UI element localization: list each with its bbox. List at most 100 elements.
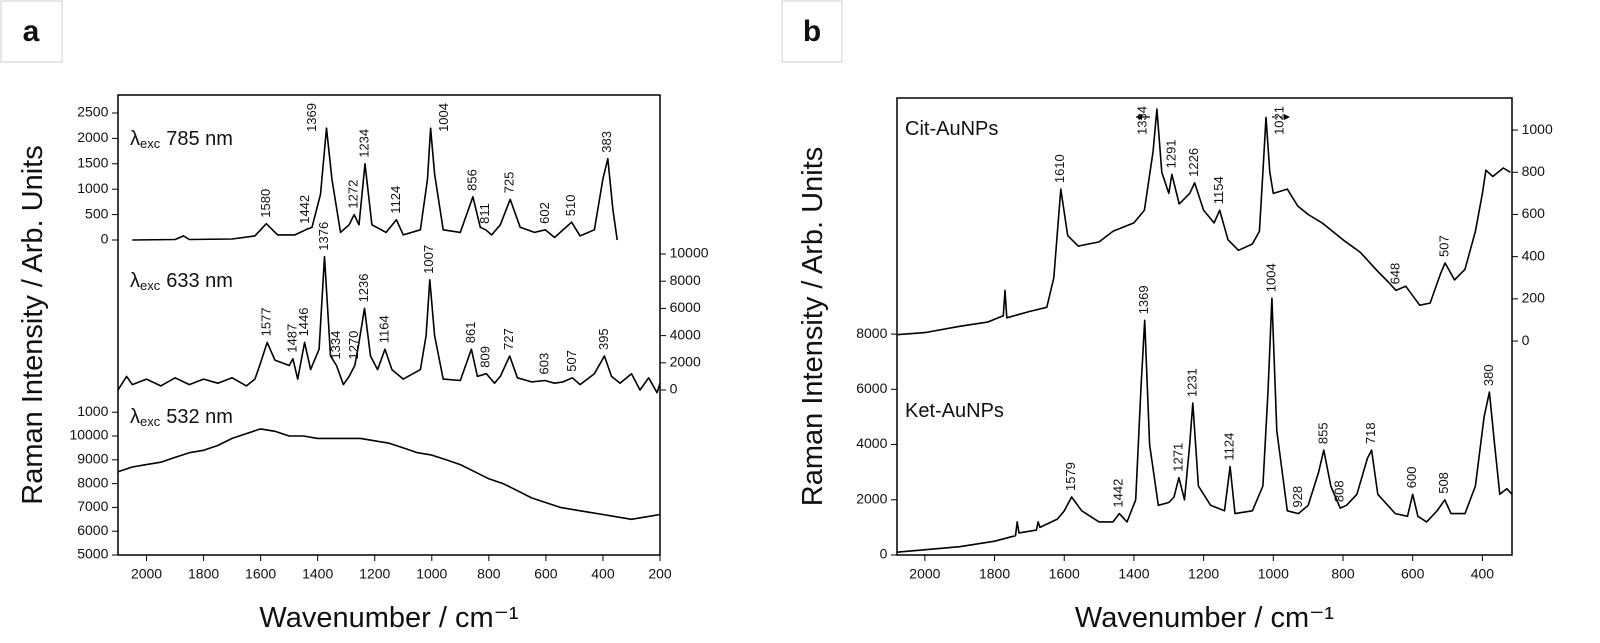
spectrum: [896, 297, 1513, 553]
label-sub: exc: [140, 278, 161, 293]
peak-label: 1236: [356, 273, 371, 302]
peak-label: 507: [1437, 235, 1452, 257]
peak-label: 1124: [388, 186, 403, 214]
panel-label: b: [803, 15, 821, 48]
arrow-head: [1136, 114, 1142, 120]
x-tick-label: 600: [534, 566, 558, 582]
peak-label: 1004: [436, 103, 451, 132]
y-axis-label: Raman Intensity / Arb. Units: [17, 145, 49, 504]
peak-label: 861: [463, 322, 478, 344]
peak-label: 1334: [328, 331, 343, 360]
y-tick-label: 400: [1522, 247, 1546, 263]
series-label: Ket-AuNPs: [905, 400, 1004, 422]
y-tick-label: 1000: [77, 403, 108, 419]
panel-label-box: [0, 0, 63, 63]
y-tick-label: 0: [670, 381, 678, 397]
label-sub: exc: [140, 414, 161, 429]
peak-label: 1442: [1111, 479, 1126, 508]
y-tick-label: 2000: [856, 490, 887, 506]
y-tick-label: 1000: [1522, 121, 1553, 137]
x-tick-label: 1800: [188, 566, 219, 582]
peak-label: 648: [1387, 263, 1402, 285]
x-tick-label: 1400: [302, 566, 333, 582]
peak-label: 1164: [376, 315, 391, 343]
peak-label: 395: [596, 328, 611, 350]
peak-label: 808: [1332, 480, 1347, 502]
y-tick-label: 2000: [670, 354, 701, 370]
peak-label: 380: [1481, 364, 1496, 386]
peak-label: 718: [1363, 422, 1378, 444]
x-tick-label: 1600: [1049, 566, 1080, 582]
x-axis-label: Wavenumber / cm⁻¹: [1075, 602, 1335, 634]
peak-label: 510: [563, 195, 578, 217]
x-tick-label: 600: [1401, 566, 1425, 582]
plot-frame: [896, 97, 1513, 556]
y-tick-label: 4000: [856, 435, 887, 451]
y-tick-label: 5000: [77, 546, 108, 562]
peak-label: 725: [502, 172, 517, 194]
peak-label: 600: [1404, 467, 1419, 489]
x-tick-label: 2000: [909, 566, 940, 582]
peak-label: 1270: [346, 331, 361, 360]
peak-label: 1154: [1211, 176, 1226, 204]
x-tick-label: 800: [477, 566, 501, 582]
y-tick-label: 1500: [77, 154, 108, 170]
x-tick-label: 400: [591, 566, 615, 582]
series-label: Cit-AuNPs: [905, 118, 998, 140]
peak-label: 1579: [1063, 462, 1078, 491]
x-tick-label: 1800: [979, 566, 1010, 582]
peak-label: 1021: [1271, 106, 1286, 135]
peak-label: 1334: [1134, 106, 1149, 135]
peak-label: 855: [1315, 422, 1330, 444]
y-tick-label: 10000: [670, 245, 709, 261]
peak-label: 1369: [304, 103, 319, 132]
y-tick-label: 800: [1522, 163, 1546, 179]
spectrum: [132, 127, 618, 241]
y-tick-label: 1000: [77, 180, 108, 196]
peak-label: 811: [477, 203, 492, 224]
peak-label: 508: [1436, 472, 1451, 494]
peak-label: 928: [1290, 486, 1305, 508]
x-tick-label: 1200: [1188, 566, 1219, 582]
y-tick-label: 2000: [77, 129, 108, 145]
peak-label: 1376: [316, 222, 331, 251]
y-tick-label: 8000: [856, 325, 887, 341]
x-tick-label: 1400: [1118, 566, 1149, 582]
spectrum: [896, 108, 1511, 336]
peak-label: 1231: [1184, 368, 1199, 397]
peak-label: 1446: [296, 307, 311, 336]
label-symbol: λ: [130, 406, 140, 428]
label-symbol: λ: [130, 270, 140, 292]
y-tick-label: 10000: [69, 427, 108, 443]
plot-frame: [117, 94, 661, 556]
peak-label: 1487: [284, 324, 299, 353]
peak-label: 383: [599, 131, 614, 153]
x-tick-label: 1000: [416, 566, 447, 582]
y-tick-label: 8000: [670, 272, 701, 288]
series-label: λexc 785 nm: [130, 128, 233, 151]
series-name: Ket-AuNPs: [905, 400, 1004, 422]
peak-label: 1291: [1163, 139, 1178, 168]
x-axis-label: Wavenumber / cm⁻¹: [259, 602, 519, 634]
x-tick-label: 1600: [245, 566, 276, 582]
y-tick-label: 0: [101, 231, 109, 247]
peak-label: 1271: [1170, 443, 1185, 472]
x-tick-label: 2000: [131, 566, 162, 582]
peak-label: 1234: [356, 129, 371, 158]
peak-label: 1007: [421, 245, 436, 274]
y-tick-label: 2500: [77, 104, 108, 120]
peak-label: 507: [564, 350, 579, 372]
y-tick-label: 0: [880, 546, 888, 562]
y-tick-label: 8000: [77, 474, 108, 490]
y-tick-label: 4000: [670, 326, 701, 342]
peak-label: 1580: [258, 189, 273, 218]
peak-label: 1226: [1186, 148, 1201, 177]
x-tick-label: 400: [1471, 566, 1495, 582]
panel-label: a: [23, 15, 40, 48]
peak-label: 1004: [1263, 263, 1278, 292]
panel-label-box: [781, 0, 843, 63]
x-tick-label: 200: [648, 566, 672, 582]
label-text: 785 nm: [166, 128, 233, 150]
peak-label: 602: [537, 202, 552, 224]
